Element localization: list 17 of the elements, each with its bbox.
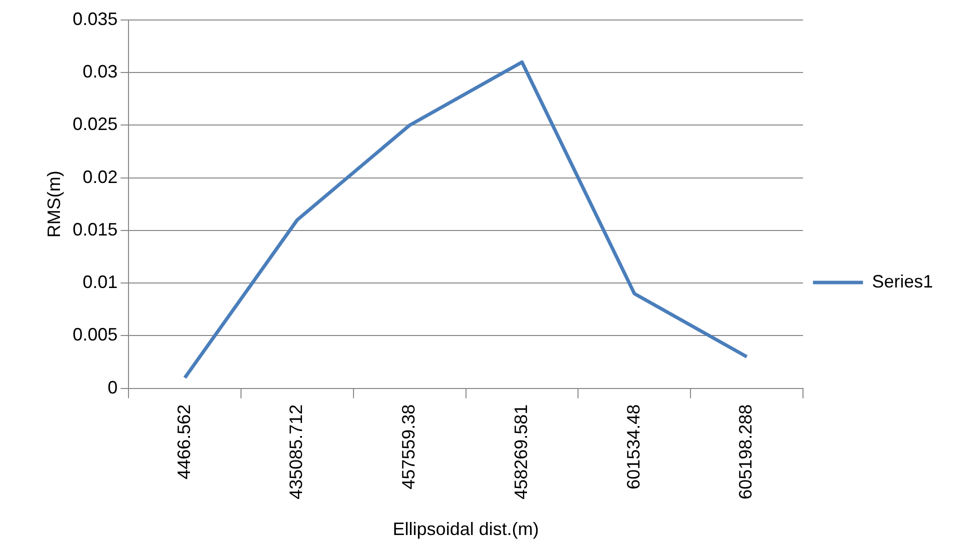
x-tick-label: 457559.38	[398, 404, 419, 490]
y-tick-label: 0	[108, 377, 118, 398]
y-tick-label: 0.005	[72, 324, 118, 345]
x-tick-label: 601534.48	[623, 404, 644, 490]
y-tick-label: 0.015	[72, 219, 118, 240]
legend-label: Series1	[872, 271, 933, 292]
y-tick-label: 0.01	[82, 272, 118, 292]
y-tick-label: 0.02	[82, 166, 118, 187]
x-tick-label: 458269.581	[510, 404, 531, 500]
x-tick-label: 605198.288	[736, 404, 756, 500]
y-tick-label: 0.025	[72, 114, 118, 134]
y-tick-label: 0.03	[82, 62, 118, 82]
x-tick-label: 4466.562	[174, 404, 194, 480]
x-tick-label: 435085.712	[286, 404, 306, 500]
x-axis-title: Ellipsoidal dist.(m)	[392, 519, 539, 540]
y-tick-label: 0.035	[72, 8, 118, 29]
y-axis-title: RMS(m)	[44, 170, 64, 238]
